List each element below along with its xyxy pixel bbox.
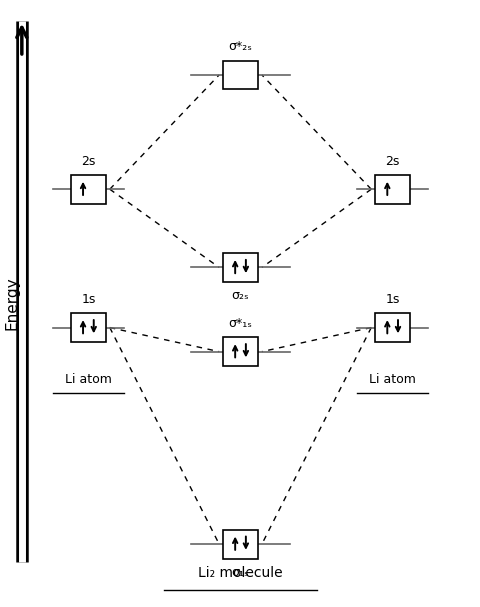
Text: 2s: 2s xyxy=(384,155,399,168)
Text: σ*₁ₛ: σ*₁ₛ xyxy=(228,317,252,330)
Text: σ₂ₛ: σ₂ₛ xyxy=(231,289,249,302)
Bar xyxy=(222,61,258,89)
Bar xyxy=(71,313,106,342)
Text: Li atom: Li atom xyxy=(65,373,111,385)
Bar xyxy=(222,337,258,366)
Bar xyxy=(374,313,409,342)
Text: 2s: 2s xyxy=(81,155,96,168)
Bar xyxy=(374,175,409,204)
Bar xyxy=(222,530,258,558)
Text: Li₂ molecule: Li₂ molecule xyxy=(198,566,282,580)
Text: Energy: Energy xyxy=(5,277,20,330)
Text: Li atom: Li atom xyxy=(369,373,415,385)
Bar xyxy=(222,253,258,282)
Text: σ₁ₛ: σ₁ₛ xyxy=(231,566,249,578)
Bar xyxy=(71,175,106,204)
Text: σ*₂ₛ: σ*₂ₛ xyxy=(228,40,252,53)
Text: 1s: 1s xyxy=(81,293,96,306)
Text: 1s: 1s xyxy=(384,293,399,306)
